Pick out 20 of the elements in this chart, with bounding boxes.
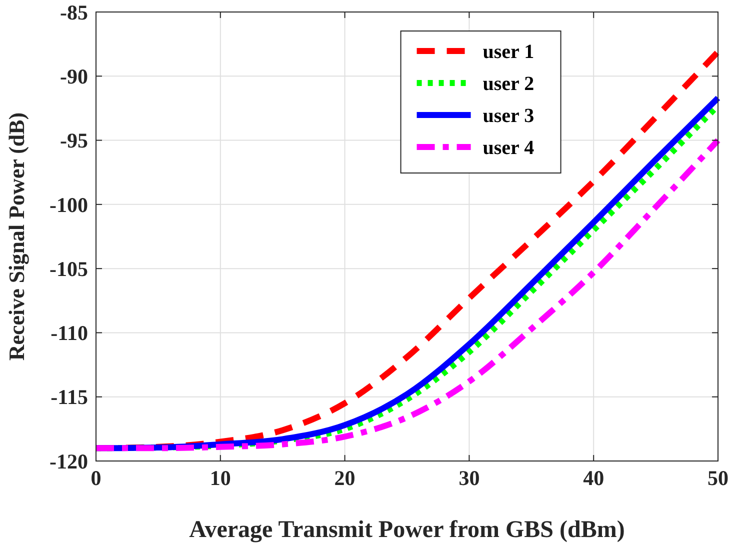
x-tick-label: 40: [583, 466, 604, 490]
y-tick-label: -105: [50, 256, 88, 281]
y-tick-label: -120: [50, 449, 88, 474]
y-tick-label: -90: [60, 64, 88, 88]
x-tick-label: 20: [334, 466, 356, 490]
y-tick-label: -85: [60, 0, 88, 24]
x-tick-label: 30: [458, 466, 480, 490]
x-tick-label: 0: [90, 466, 102, 490]
y-tick-label: -100: [50, 192, 88, 217]
y-tick-label: -115: [50, 385, 88, 410]
y-tick-label: -110: [50, 321, 88, 346]
y-axis-title: Receive Signal Power (dB): [4, 112, 29, 361]
y-tick-label: -95: [60, 128, 88, 153]
legend-label: user 3: [482, 105, 534, 127]
x-tick-label: 10: [210, 466, 231, 490]
legend-label: user 4: [482, 137, 534, 159]
x-tick-label: 50: [708, 466, 728, 490]
legend-label: user 1: [482, 41, 534, 63]
x-axis-title: Average Transmit Power from GBS (dBm): [189, 517, 625, 543]
legend-label: user 2: [482, 73, 534, 95]
